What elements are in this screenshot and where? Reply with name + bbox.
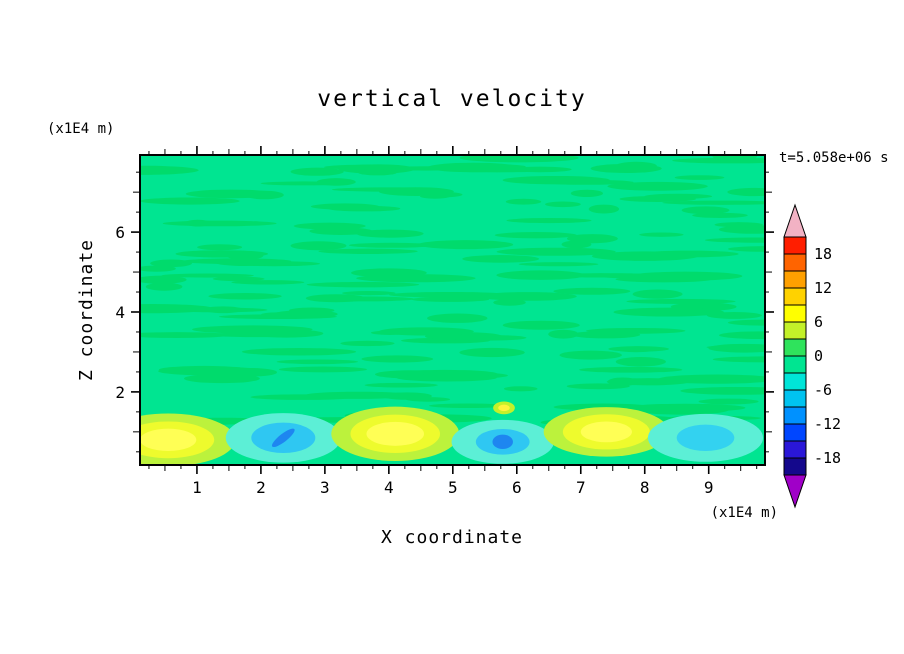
colorbar-segment [783, 287, 807, 306]
y-tick-label: 2 [115, 383, 125, 402]
colorbar-label: -12 [814, 415, 841, 433]
colorbar-segment [783, 236, 807, 255]
colorbar-label: 0 [814, 347, 823, 365]
colorbar-segment [783, 270, 807, 289]
y-axis-label: Z coordinate [76, 239, 97, 381]
colorbar-segment [783, 304, 807, 323]
x-tick-label: 2 [256, 478, 266, 497]
x-tick-label: 7 [576, 478, 586, 497]
x-tick-label: 5 [448, 478, 458, 497]
x-axis-label: X coordinate [381, 527, 523, 548]
colorbar-segment [783, 338, 807, 357]
updraft-blob [331, 406, 460, 462]
downdraft-blob [225, 413, 341, 463]
y-tick-label: 6 [115, 223, 125, 242]
time-annotation: t=5.058e+06 s [779, 150, 889, 166]
colorbar-segment [783, 406, 807, 425]
colorbar-label: -6 [814, 381, 832, 399]
y-axis-unit-label: (x1E4 m) [47, 121, 114, 137]
x-tick-label: 8 [640, 478, 650, 497]
colorbar-segment [783, 389, 807, 408]
updraft-blob [493, 401, 515, 415]
updraft-blob [140, 413, 236, 465]
updraft-blob [543, 407, 670, 457]
contour-field [140, 155, 765, 465]
y-tick-label: 4 [115, 303, 125, 322]
colorbar-label: 12 [814, 279, 832, 297]
colorbar-segment [783, 423, 807, 442]
colorbar-segment [783, 372, 807, 391]
x-tick-label: 1 [192, 478, 202, 497]
downdraft-blob [647, 413, 764, 462]
colorbar-segment [783, 355, 807, 374]
colorbar-arrow-top [783, 203, 807, 238]
colorbar-segment [783, 457, 807, 476]
colorbar-segment [783, 253, 807, 272]
colorbar: 18 12 6 0 -6 -12 -18 [783, 203, 841, 509]
x-tick-label: 4 [384, 478, 394, 497]
x-tick-label: 6 [512, 478, 522, 497]
colorbar-label: 18 [814, 245, 832, 263]
x-axis-unit-label: (x1E4 m) [711, 505, 778, 521]
downdraft-blob [451, 419, 554, 464]
colorbar-label: 6 [814, 313, 823, 331]
mottle-patches [140, 155, 765, 427]
colorbar-label: -18 [814, 449, 841, 467]
x-tick-label: 9 [704, 478, 714, 497]
colorbar-segment [783, 321, 807, 340]
colorbar-arrow-bottom [783, 474, 807, 509]
plot-title: vertical velocity [317, 86, 586, 112]
plot-axes: 1 2 3 4 5 6 7 8 9 2 4 6 [115, 146, 774, 497]
x-tick-label: 3 [320, 478, 330, 497]
colorbar-segment [783, 440, 807, 459]
